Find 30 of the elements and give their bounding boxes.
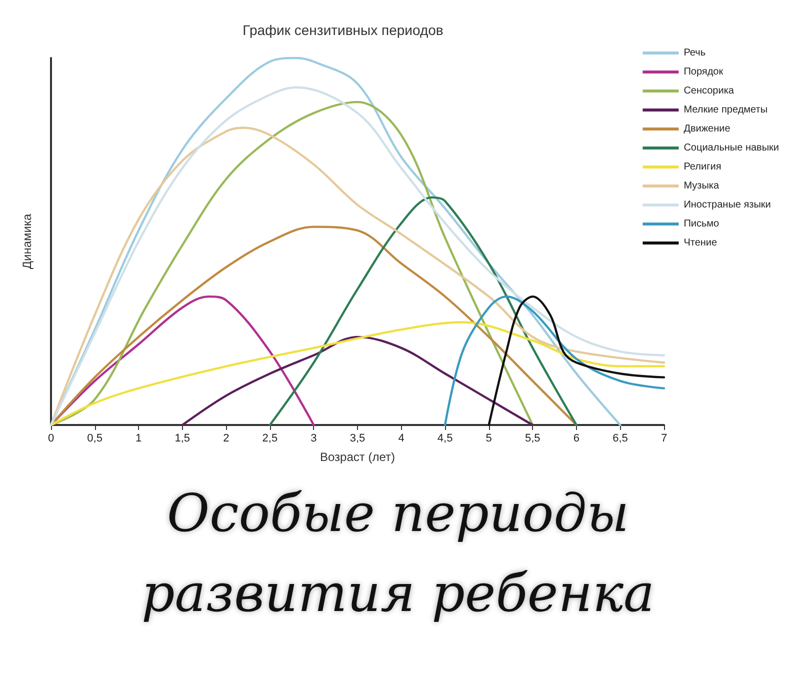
x-tick-label: 0: [48, 432, 54, 444]
x-tick-label: 0,5: [87, 432, 102, 444]
legend-label: Речь: [684, 48, 706, 58]
x-tick-label: 2,5: [262, 432, 278, 444]
chart-title: График сензитивных периодов: [242, 22, 444, 38]
y-axis-title: Динамика: [20, 214, 34, 270]
legend-label: Движение: [684, 124, 731, 134]
legend-label: Иностраные языки: [684, 200, 771, 210]
x-tick-label: 6: [573, 432, 580, 444]
legend-label: Музыка: [684, 180, 720, 192]
x-tick-label: 2: [223, 432, 230, 444]
legend-label: Чтение: [684, 238, 718, 248]
legend-label: Мелкие предметы: [684, 104, 768, 116]
legend-label: Сенсорика: [684, 86, 734, 96]
x-tick-label: 1,5: [174, 432, 190, 444]
x-tick-label: 7: [660, 432, 668, 444]
x-tick-label: 1: [136, 432, 142, 444]
legend-label: Порядок: [684, 66, 724, 78]
x-tick-label: 5,5: [524, 432, 540, 444]
legend-label: Социальные навыки: [684, 142, 780, 154]
x-tick-label: 3: [310, 432, 317, 444]
text: Особые периоды развития ребенка: [140, 483, 656, 626]
x-tick-label: 3,5: [350, 432, 366, 444]
x-tick-label: 6,5: [612, 432, 628, 444]
x-tick-label: 4,5: [437, 432, 453, 444]
legend-label: Религия: [684, 162, 722, 172]
x-axis-title: Возраст (лет): [320, 450, 395, 464]
x-tick-label: 4: [398, 432, 404, 444]
x-tick-label: 5: [486, 432, 492, 444]
legend-label: Письмо: [684, 218, 720, 230]
